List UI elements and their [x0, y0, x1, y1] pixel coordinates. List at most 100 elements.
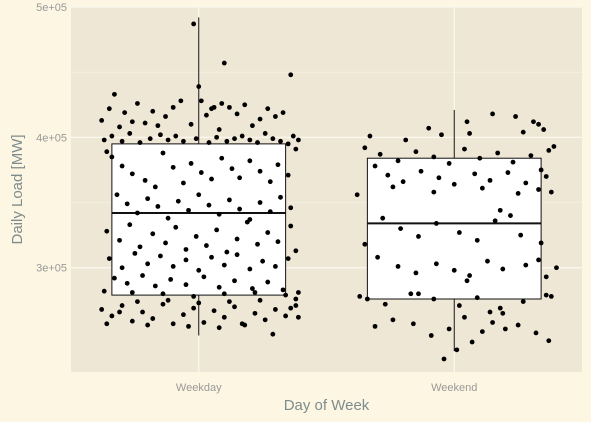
data-point — [207, 140, 212, 145]
box — [367, 158, 541, 299]
data-point — [143, 121, 148, 126]
data-point — [293, 248, 298, 253]
data-point — [373, 164, 378, 169]
data-point — [186, 324, 191, 329]
data-point — [544, 174, 549, 179]
data-point — [130, 319, 135, 324]
data-point — [109, 314, 114, 319]
data-point — [191, 294, 196, 299]
data-point — [431, 190, 436, 195]
data-point — [184, 247, 189, 252]
data-point — [273, 307, 278, 312]
x-tick-label: Weekday — [176, 382, 222, 394]
data-point — [488, 310, 493, 315]
data-point — [467, 131, 472, 136]
data-point — [191, 306, 196, 311]
data-point — [163, 114, 168, 119]
y-tick-label: 3e+05 — [36, 263, 67, 275]
data-point — [521, 299, 526, 304]
data-point — [546, 338, 551, 343]
data-point — [189, 122, 194, 127]
data-point — [373, 324, 378, 329]
data-point — [143, 178, 148, 183]
data-point — [209, 177, 214, 182]
data-point — [462, 315, 467, 320]
data-point — [102, 289, 107, 294]
data-point — [138, 244, 143, 249]
data-point — [212, 308, 217, 313]
data-point — [173, 134, 178, 139]
data-point — [117, 238, 122, 243]
data-point — [150, 231, 155, 236]
data-point — [224, 139, 229, 144]
data-point — [235, 111, 240, 116]
x-axis-title: Day of Week — [284, 397, 370, 414]
data-point — [498, 306, 503, 311]
data-point — [120, 139, 125, 144]
data-point — [166, 216, 171, 221]
y-axis-title: Daily Load [MW] — [9, 134, 26, 244]
data-point — [288, 224, 293, 229]
data-point — [288, 72, 293, 77]
data-point — [534, 330, 539, 335]
data-point — [155, 123, 160, 128]
data-point — [429, 333, 434, 338]
data-point — [398, 226, 403, 231]
data-point — [120, 265, 125, 270]
data-point — [263, 317, 268, 322]
data-point — [263, 131, 268, 136]
data-point — [403, 138, 408, 143]
data-point — [217, 325, 222, 330]
data-point — [480, 186, 485, 191]
data-point — [544, 274, 549, 279]
data-point — [140, 310, 145, 315]
data-point — [196, 84, 201, 89]
data-point — [265, 280, 270, 285]
data-point — [120, 303, 125, 308]
data-point — [209, 255, 214, 260]
data-point — [385, 173, 390, 178]
data-point — [286, 141, 291, 146]
data-point — [362, 145, 367, 150]
data-point — [253, 290, 258, 295]
data-point — [281, 110, 286, 115]
data-point — [247, 138, 252, 143]
data-point — [104, 229, 109, 234]
data-point — [391, 317, 396, 322]
data-point — [161, 291, 166, 296]
data-point — [258, 200, 263, 205]
data-point — [145, 261, 150, 266]
data-point — [171, 105, 176, 110]
data-point — [357, 294, 362, 299]
data-point — [434, 261, 439, 266]
data-point — [255, 242, 260, 247]
data-point — [242, 102, 247, 107]
data-point — [153, 284, 158, 289]
data-point — [161, 302, 166, 307]
data-point — [199, 170, 204, 175]
data-point — [465, 119, 470, 124]
data-point — [447, 161, 452, 166]
data-point — [273, 264, 278, 269]
data-point — [112, 92, 117, 97]
data-point — [168, 277, 173, 282]
data-point — [209, 106, 214, 111]
data-point — [204, 243, 209, 248]
data-point — [109, 134, 114, 139]
data-point — [186, 208, 191, 213]
data-point — [107, 256, 112, 261]
data-point — [539, 168, 544, 173]
data-point — [293, 297, 298, 302]
data-point — [278, 195, 283, 200]
data-point — [207, 203, 212, 208]
data-point — [447, 327, 452, 332]
data-point — [536, 257, 541, 262]
data-point — [135, 211, 140, 216]
data-point — [419, 169, 424, 174]
data-point — [437, 175, 442, 180]
data-point — [181, 139, 186, 144]
data-point — [104, 149, 109, 154]
data-point — [253, 311, 258, 316]
data-point — [255, 140, 260, 145]
data-point — [109, 155, 114, 160]
